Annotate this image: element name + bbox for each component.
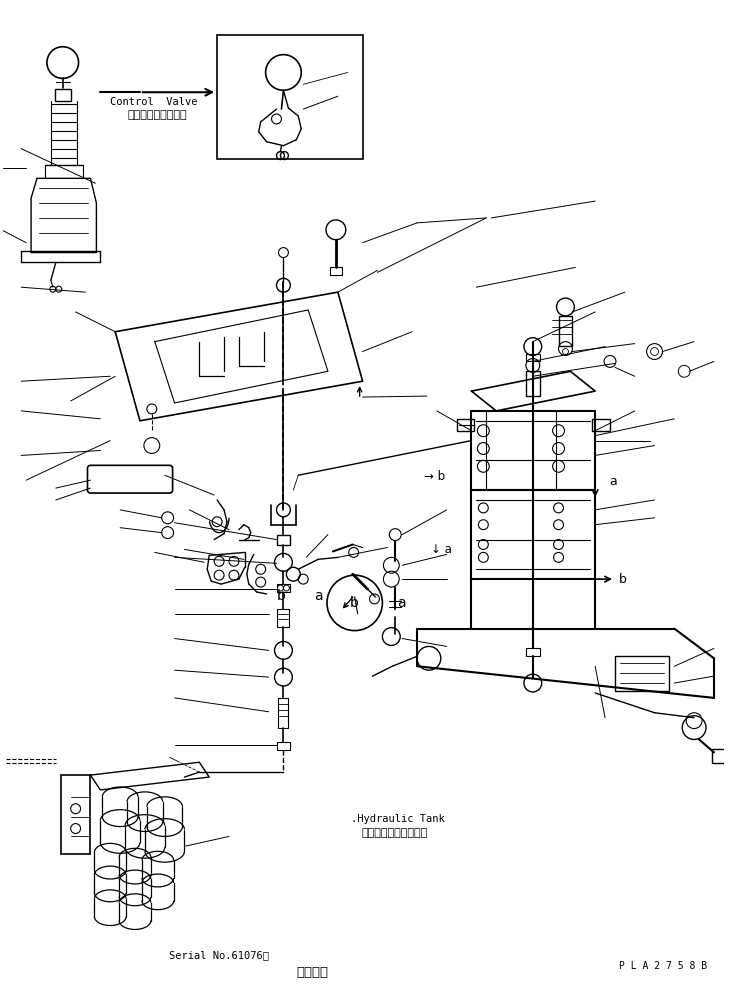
Text: P L A 2 7 5 8 B: P L A 2 7 5 8 B [619, 961, 707, 971]
Bar [526, 648, 539, 656]
Bar [558, 316, 572, 346]
Text: Serial No.61076～: Serial No.61076～ [169, 950, 269, 960]
Bar [472, 490, 595, 580]
Bar [277, 609, 289, 626]
Text: ハイドロリックタンク: ハイドロリックタンク [361, 828, 427, 838]
Text: .Hydraulic Tank: .Hydraulic Tank [351, 814, 445, 824]
Text: 適用号機: 適用号機 [296, 966, 328, 979]
Bar [592, 418, 610, 430]
Bar [55, 89, 71, 101]
Text: コントロールバルブ: コントロールバルブ [128, 110, 188, 120]
Bar [712, 749, 730, 763]
Bar [330, 267, 342, 275]
Text: a: a [314, 589, 323, 603]
Text: Control  Valve: Control Valve [110, 96, 197, 106]
Text: b: b [350, 595, 359, 610]
Text: → b: → b [424, 470, 445, 483]
Bar [278, 698, 288, 728]
Bar [457, 418, 475, 430]
Bar [61, 775, 91, 854]
Bar [277, 535, 291, 545]
Bar [217, 35, 363, 159]
Text: a: a [609, 475, 617, 488]
Bar [277, 584, 291, 592]
Text: a: a [397, 595, 406, 610]
Text: b: b [277, 589, 285, 603]
Bar [277, 743, 291, 750]
Text: ↓ a: ↓ a [431, 544, 452, 557]
Bar [472, 411, 595, 490]
Bar [526, 372, 539, 396]
Text: b: b [619, 573, 627, 585]
Bar [526, 354, 539, 362]
Bar [615, 656, 669, 691]
